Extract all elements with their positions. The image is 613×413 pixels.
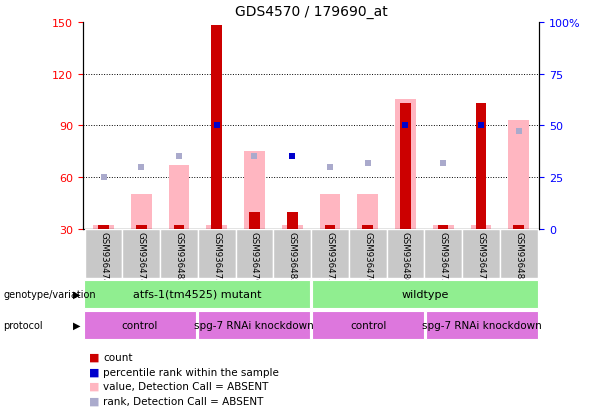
Text: GSM936483: GSM936483 [287,231,297,284]
Bar [198,229,235,279]
Text: GSM936482: GSM936482 [175,231,183,284]
Bar [387,229,424,279]
Bar [319,195,340,229]
Bar [160,229,198,279]
Bar [244,152,265,229]
Text: control: control [121,320,158,330]
Text: ▶: ▶ [73,290,80,299]
Bar [476,104,486,229]
Bar [123,229,160,279]
Bar [424,229,462,279]
Text: ■: ■ [89,381,99,391]
Bar [273,229,311,279]
Bar [312,311,424,339]
Bar [169,166,189,229]
Text: value, Detection Call = ABSENT: value, Detection Call = ABSENT [103,381,268,391]
Text: ■: ■ [89,396,99,406]
Bar [311,229,349,279]
Text: wildtype: wildtype [402,289,449,299]
Text: genotype/variation: genotype/variation [3,290,96,299]
Bar [433,226,454,229]
Text: GSM936476: GSM936476 [364,231,372,284]
Bar [282,226,303,229]
Bar [84,311,196,339]
Bar [471,226,491,229]
Bar [357,195,378,229]
Text: GSM936475: GSM936475 [212,231,221,284]
Bar [462,229,500,279]
Title: GDS4570 / 179690_at: GDS4570 / 179690_at [235,5,387,19]
Text: rank, Detection Call = ABSENT: rank, Detection Call = ABSENT [103,396,264,406]
Text: GSM936473: GSM936473 [439,231,447,284]
Text: percentile rank within the sample: percentile rank within the sample [103,367,279,377]
Bar [400,104,411,229]
Text: protocol: protocol [3,320,43,330]
Bar [235,229,273,279]
Text: count: count [103,352,132,362]
Text: spg-7 RNAi knockdown: spg-7 RNAi knockdown [422,320,543,330]
Bar [207,226,227,229]
Bar [84,280,310,308]
Bar [136,226,147,229]
Text: ■: ■ [89,367,99,377]
Bar [198,311,310,339]
Bar [508,121,529,229]
Text: GSM936480: GSM936480 [401,231,410,284]
Text: GSM936474: GSM936474 [99,231,108,284]
Bar [173,226,185,229]
Bar [85,229,123,279]
Text: GSM936479: GSM936479 [250,231,259,284]
Bar [500,229,538,279]
Bar [349,229,387,279]
Bar [362,226,373,229]
Text: ■: ■ [89,352,99,362]
Text: control: control [350,320,386,330]
Text: GSM936478: GSM936478 [137,231,146,284]
Bar [287,212,297,229]
Bar [325,226,335,229]
Bar [93,226,114,229]
Text: GSM936477: GSM936477 [476,231,485,284]
Text: ▶: ▶ [73,320,80,330]
Bar [427,311,538,339]
Text: spg-7 RNAi knockdown: spg-7 RNAi knockdown [194,320,314,330]
Text: atfs-1(tm4525) mutant: atfs-1(tm4525) mutant [132,289,261,299]
Bar [438,226,449,229]
Bar [514,226,524,229]
Bar [312,280,538,308]
Bar [98,226,109,229]
Bar [131,195,151,229]
Text: GSM936472: GSM936472 [326,231,335,284]
Bar [211,26,222,229]
Text: GSM936481: GSM936481 [514,231,523,284]
Bar [395,100,416,229]
Bar [249,212,260,229]
